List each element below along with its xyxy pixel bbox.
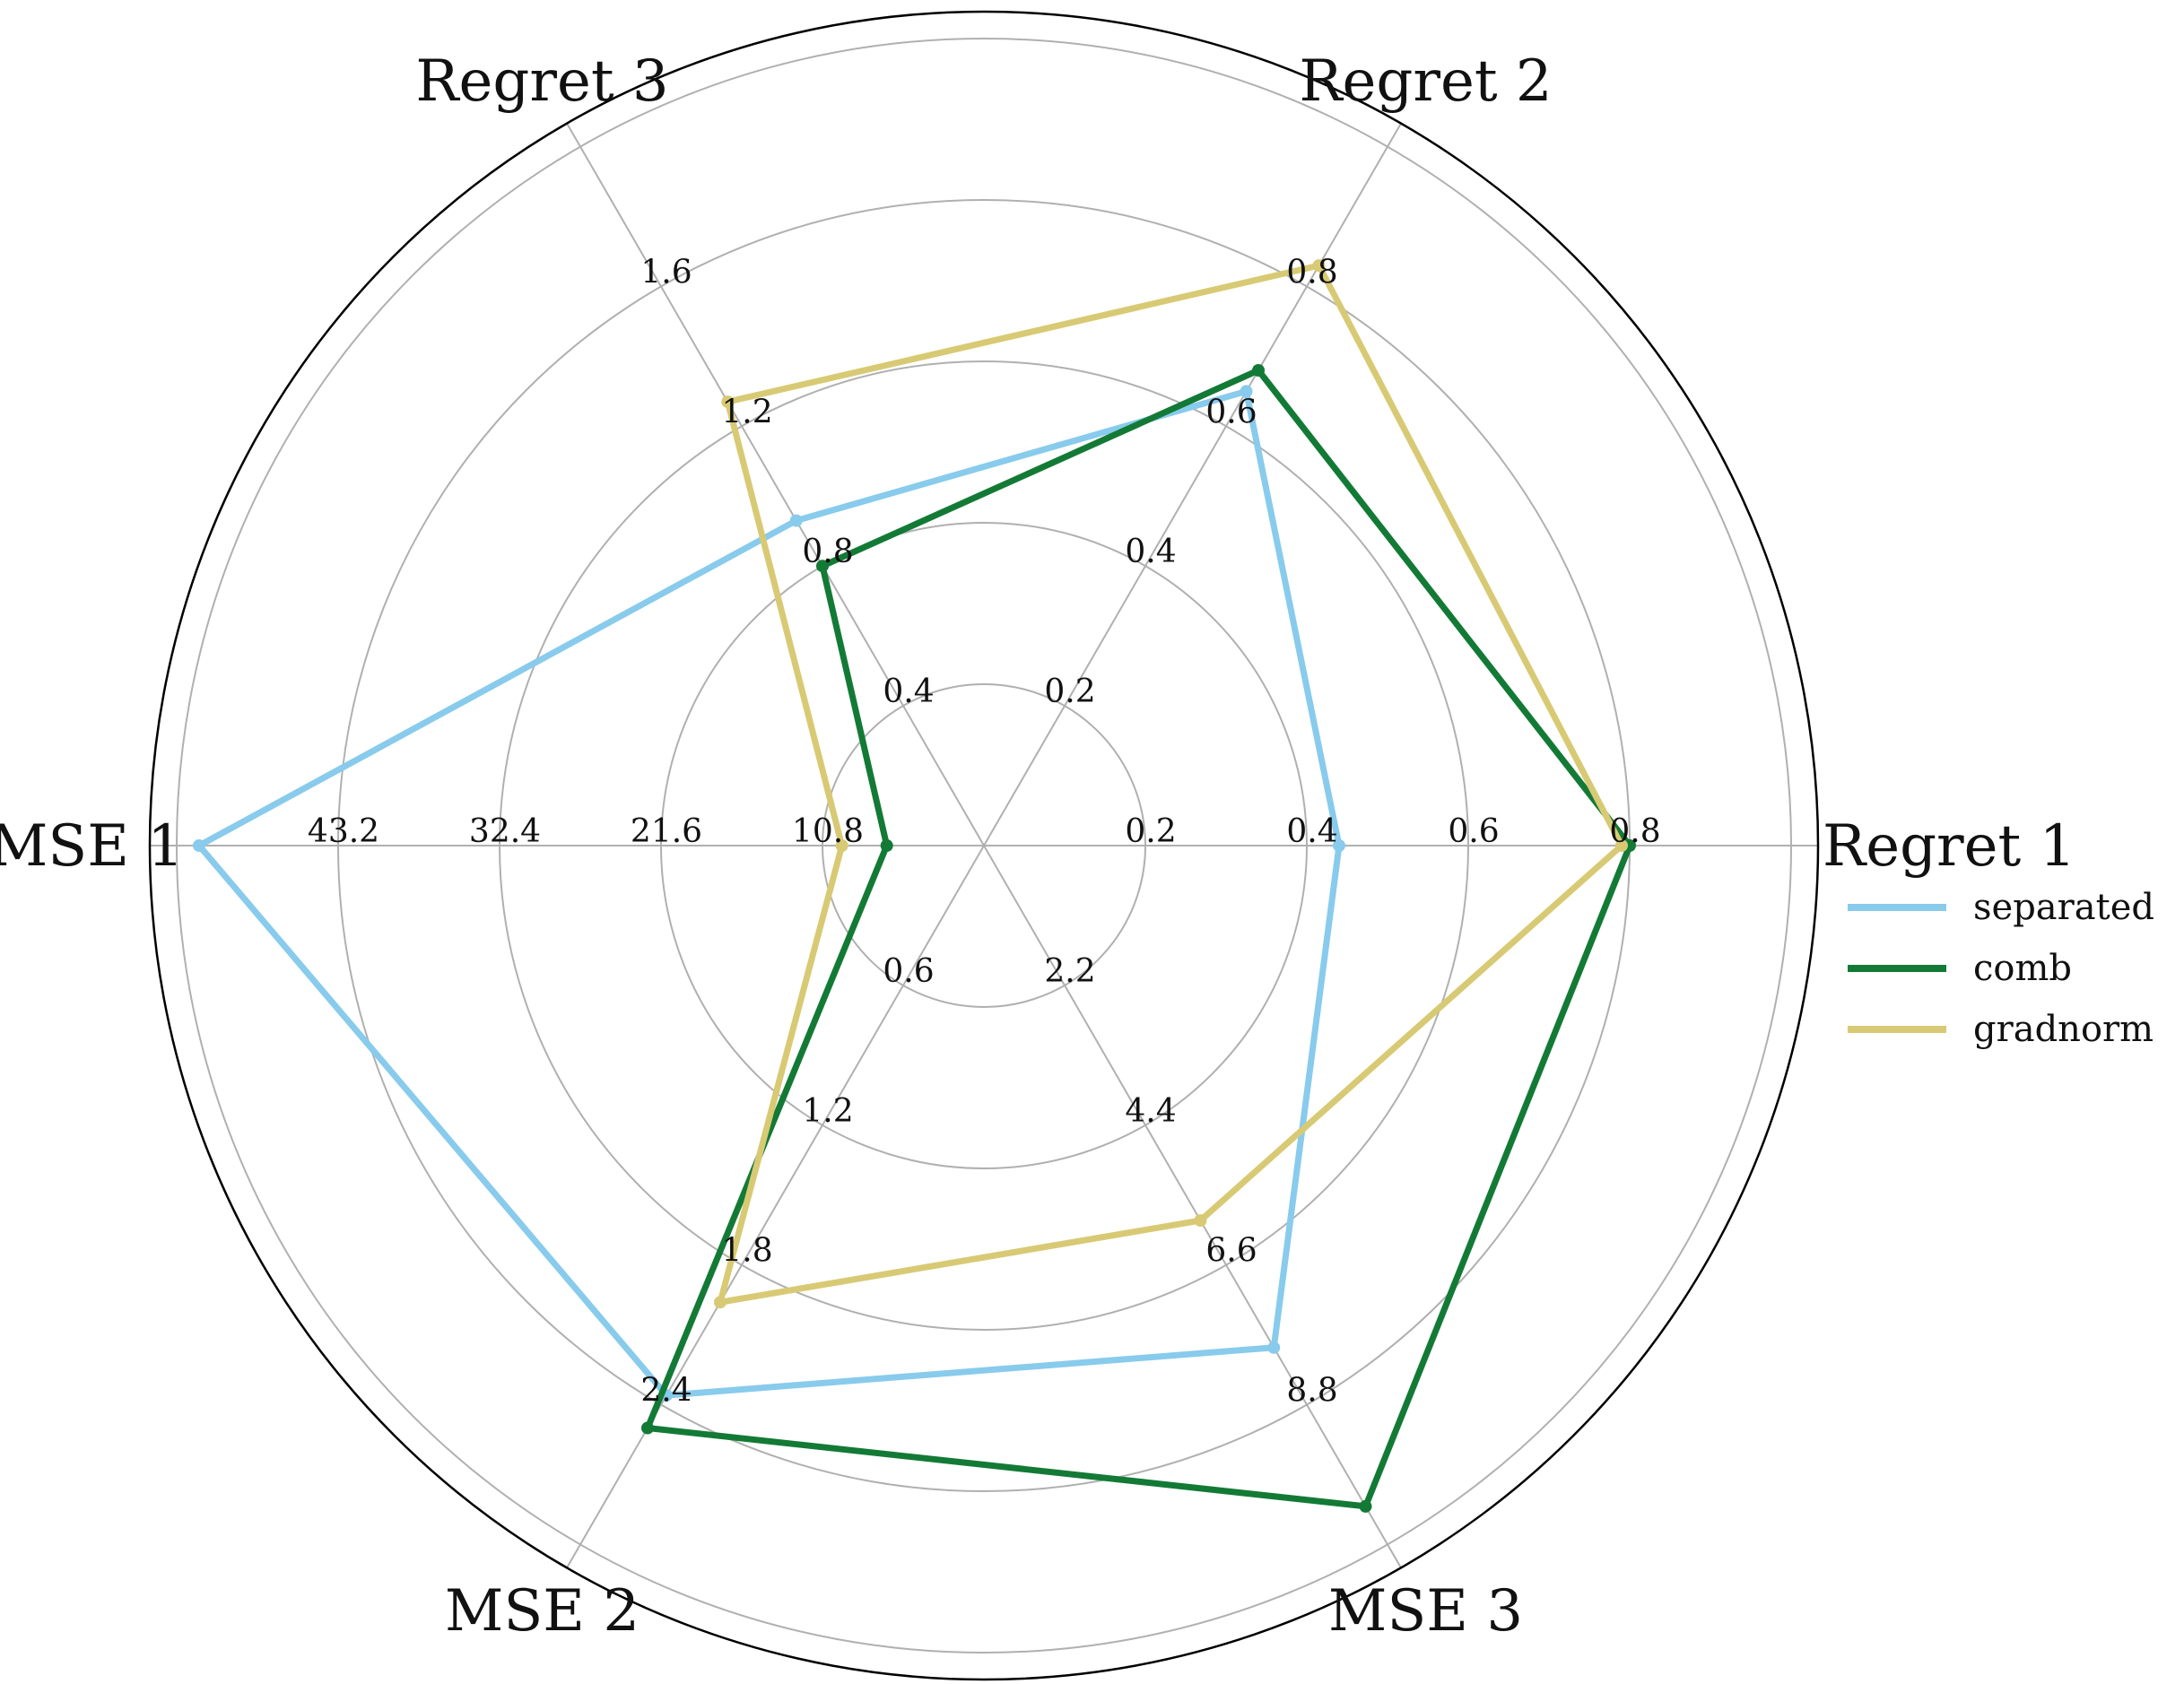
data-point-gradnorm bbox=[835, 839, 848, 852]
data-point-gradnorm bbox=[714, 1296, 727, 1309]
data-point-comb bbox=[816, 560, 829, 573]
data-point-comb bbox=[641, 1421, 654, 1435]
data-point-separated bbox=[1333, 839, 1345, 852]
series-layer bbox=[193, 259, 1636, 1513]
tick-label: 0.8 bbox=[1286, 255, 1337, 291]
data-point-gradnorm bbox=[721, 395, 735, 409]
tick-label: 8.8 bbox=[1286, 1373, 1337, 1410]
tick-label: 1.6 bbox=[640, 255, 692, 291]
tick-label: 0.8 bbox=[1609, 813, 1660, 850]
axis-label: MSE 3 bbox=[1328, 1578, 1523, 1645]
tick-label: 2.2 bbox=[1044, 953, 1095, 990]
tick-label: 1.8 bbox=[721, 1233, 772, 1270]
axis-spoke bbox=[983, 123, 1402, 846]
tick-label: 0.6 bbox=[1448, 813, 1499, 850]
tick-label: 0.4 bbox=[883, 673, 934, 710]
tick-label: 1.2 bbox=[802, 1093, 853, 1130]
data-point-separated bbox=[1267, 1341, 1281, 1354]
grid bbox=[148, 10, 1820, 1681]
axis-label: Regret 1 bbox=[1823, 813, 2075, 880]
tick-label: 0.6 bbox=[1205, 394, 1257, 430]
tick-label: 0.6 bbox=[883, 953, 934, 990]
tick-label: 1.2 bbox=[721, 394, 772, 430]
data-point-gradnorm bbox=[1194, 1214, 1207, 1228]
legend-label-separated: separated bbox=[1973, 887, 2154, 928]
tick-label: 0.8 bbox=[802, 534, 853, 570]
data-point-gradnorm bbox=[1615, 839, 1628, 852]
tick-label: 4.4 bbox=[1125, 1093, 1176, 1130]
data-point-separated bbox=[1240, 385, 1253, 398]
axis-spoke bbox=[566, 123, 985, 846]
axis-label: MSE 2 bbox=[445, 1578, 640, 1645]
axis-spoke bbox=[566, 845, 985, 1568]
axis-labels: Regret 1 Regret 2 Regret 3 MSE 1 MSE 2 MSE 3 bbox=[0, 48, 2075, 1645]
tick-label: 0.2 bbox=[1125, 813, 1176, 850]
data-point-comb bbox=[880, 839, 893, 852]
series-gradnorm bbox=[714, 259, 1628, 1309]
data-point-separated bbox=[789, 514, 803, 527]
tick-label: 2.4 bbox=[640, 1373, 692, 1410]
data-point-separated bbox=[193, 839, 205, 852]
tick-label: 0.2 bbox=[1044, 673, 1095, 710]
tick-label: 0.4 bbox=[1125, 534, 1176, 570]
series-line-gradnorm bbox=[716, 262, 1626, 1306]
data-point-gradnorm bbox=[1312, 259, 1326, 273]
data-point-comb bbox=[1252, 364, 1265, 377]
legend: separated comb gradnorm bbox=[1848, 887, 2154, 1050]
tick-labels: 0.2 0.4 0.6 0.8 0.2 0.4 0.6 0.8 0.4 0.8 1.2 1.6 10.8… bbox=[308, 255, 1661, 1410]
axis-spoke bbox=[983, 845, 1402, 1568]
tick-label: 21.6 bbox=[631, 813, 702, 850]
axis-label: Regret 2 bbox=[1299, 48, 1552, 115]
legend-label-gradnorm: gradnorm bbox=[1973, 1009, 2154, 1050]
data-point-comb bbox=[1359, 1499, 1372, 1513]
polar-frame bbox=[148, 10, 1820, 1681]
legend-label-comb: comb bbox=[1973, 948, 2072, 989]
tick-label: 10.8 bbox=[792, 813, 864, 850]
tick-label: 43.2 bbox=[308, 813, 379, 850]
axis-label: Regret 3 bbox=[415, 48, 668, 115]
tick-label: 32.4 bbox=[469, 813, 541, 850]
axis-label: MSE 1 bbox=[0, 813, 184, 880]
tick-label: 0.4 bbox=[1286, 813, 1337, 850]
series-separated bbox=[193, 385, 1345, 1402]
tick-label: 6.6 bbox=[1205, 1233, 1257, 1270]
